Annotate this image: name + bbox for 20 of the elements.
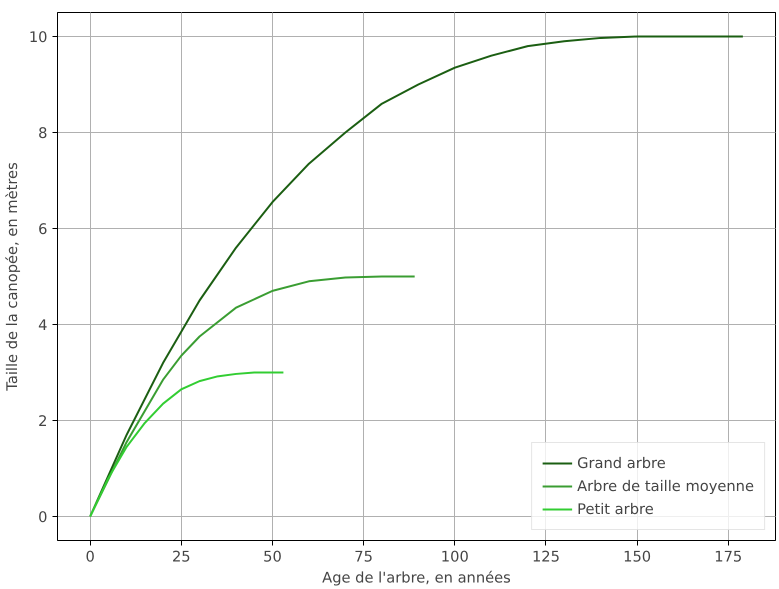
y-tick-label: 0 [38, 509, 48, 526]
legend-label: Petit arbre [577, 500, 654, 518]
legend-label: Arbre de taille moyenne [577, 478, 754, 494]
x-tick-label: 100 [440, 548, 469, 566]
x-tick-label: 25 [172, 548, 191, 566]
y-tick-label: 10 [28, 29, 48, 46]
x-tick-label: 125 [532, 548, 560, 566]
x-tick-label: 50 [263, 548, 282, 566]
y-axis-title: Taille de la canopée, en mètres [4, 162, 21, 392]
x-tick-label: 75 [354, 548, 373, 566]
x-tick-label: 150 [623, 548, 652, 566]
line-series [89, 372, 284, 518]
x-tick-label: 175 [714, 548, 742, 566]
x-axis-title: Age de l'arbre, en années [322, 570, 511, 586]
legend-label: Grand arbre [577, 454, 666, 472]
y-tick-label: 4 [38, 317, 48, 334]
y-tick-label: 6 [38, 221, 48, 238]
y-tick-label: 8 [38, 125, 48, 142]
y-tick-label: 2 [38, 413, 48, 430]
x-tick-label: 0 [85, 548, 95, 566]
